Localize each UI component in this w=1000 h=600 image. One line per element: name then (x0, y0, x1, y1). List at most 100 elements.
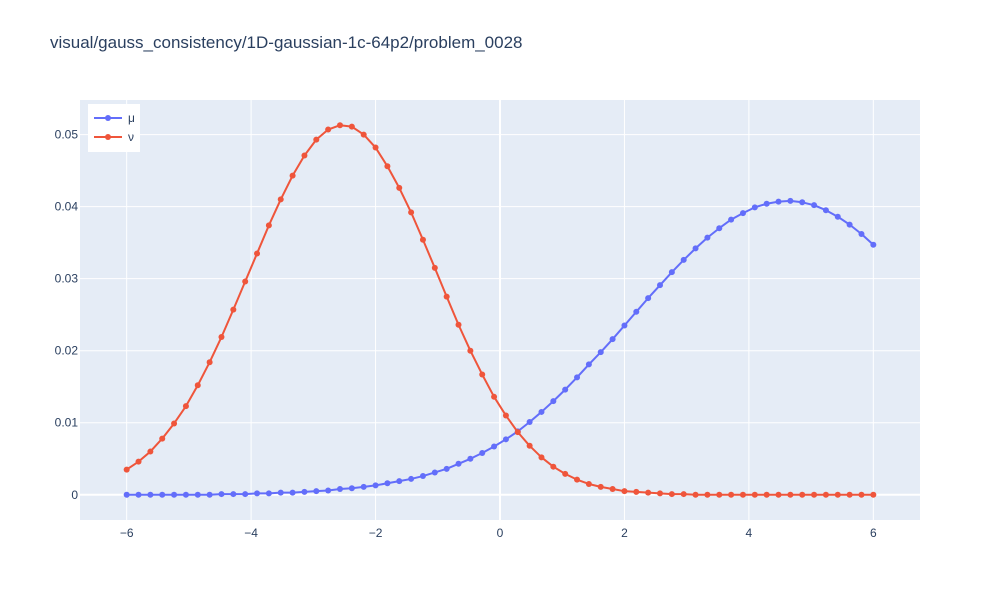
legend-item[interactable]: μ (94, 111, 135, 125)
data-point (657, 282, 663, 289)
data-point (360, 131, 367, 138)
data-point (396, 478, 403, 485)
data-point (419, 236, 426, 243)
data-point (846, 491, 853, 498)
y-tick-label: 0.04 (55, 200, 79, 214)
data-point (704, 234, 711, 241)
data-point (455, 460, 462, 467)
data-point (502, 412, 509, 419)
data-point (230, 306, 237, 313)
legend[interactable]: μν (88, 104, 140, 152)
x-tick-label: 6 (870, 526, 877, 540)
data-point (348, 123, 355, 130)
data-point (384, 163, 391, 170)
data-point (337, 122, 343, 129)
data-point (360, 483, 367, 490)
data-point (325, 487, 332, 494)
data-point (870, 241, 877, 248)
data-point (728, 491, 735, 498)
data-point (799, 199, 806, 206)
data-point (668, 269, 675, 276)
data-point (538, 454, 545, 461)
data-point (289, 172, 296, 179)
y-tick-label: 0.02 (55, 344, 79, 358)
data-point (431, 469, 438, 476)
data-point (550, 463, 557, 470)
data-point (704, 491, 711, 498)
data-point (147, 448, 154, 455)
legend-label: ν (128, 130, 134, 144)
data-point (585, 480, 592, 487)
data-point (787, 197, 794, 204)
data-point (206, 359, 213, 366)
data-point (182, 491, 189, 498)
data-point (858, 230, 865, 237)
legend-marker (105, 115, 111, 121)
series-1 (123, 122, 877, 498)
data-point (538, 408, 545, 415)
data-point (716, 225, 723, 232)
data-point (372, 482, 379, 489)
data-point (372, 144, 379, 151)
data-point (585, 361, 592, 368)
data-point (491, 393, 498, 400)
chart-title: visual/gauss_consistency/1D-gaussian-1c-… (50, 33, 523, 52)
data-point (396, 184, 403, 191)
x-axis: −6 −4 −2 0 2 4 6 (120, 526, 877, 540)
data-point (479, 371, 486, 378)
data-point (680, 256, 687, 263)
data-point (206, 491, 213, 498)
x-tick-label: −4 (244, 526, 258, 540)
y-tick-label: 0 (71, 488, 78, 502)
data-point (502, 436, 509, 443)
data-point (289, 489, 296, 496)
legend-item[interactable]: ν (94, 130, 134, 144)
legend-box (88, 104, 140, 152)
data-point (123, 466, 130, 473)
data-point (834, 491, 841, 498)
data-point (147, 491, 154, 498)
data-point (822, 491, 829, 498)
data-point (574, 374, 581, 381)
data-point (194, 382, 201, 389)
data-point (408, 475, 415, 482)
data-point (668, 491, 675, 498)
data-point (526, 442, 533, 449)
data-point (739, 491, 746, 498)
data-point (870, 491, 877, 498)
legend-label: μ (128, 111, 135, 125)
x-tick-label: 2 (621, 526, 628, 540)
data-point (182, 403, 189, 410)
data-point (301, 152, 308, 159)
x-tick-label: 0 (497, 526, 504, 540)
data-point (443, 293, 450, 300)
y-tick-label: 0.05 (55, 128, 79, 142)
data-point (680, 491, 687, 498)
data-point (739, 210, 746, 217)
data-point (514, 429, 521, 436)
data-point (716, 491, 723, 498)
data-point (799, 491, 806, 498)
data-point (242, 491, 249, 498)
data-point (763, 491, 770, 498)
series-line (126, 199, 875, 496)
x-tick-label: 4 (746, 526, 753, 540)
data-point (562, 386, 569, 393)
data-point (597, 483, 604, 490)
data-point (834, 213, 841, 220)
legend-marker (105, 134, 111, 140)
data-point (325, 126, 332, 133)
data-point (775, 198, 782, 205)
data-point (194, 491, 201, 498)
data-point (301, 488, 308, 495)
data-point (763, 200, 770, 207)
y-tick-label: 0.03 (55, 272, 79, 286)
data-point (621, 322, 628, 329)
data-point (621, 488, 628, 495)
data-point (645, 489, 652, 496)
data-point (159, 435, 166, 442)
data-point (491, 443, 498, 450)
data-point (787, 491, 794, 498)
data-point (135, 458, 142, 465)
